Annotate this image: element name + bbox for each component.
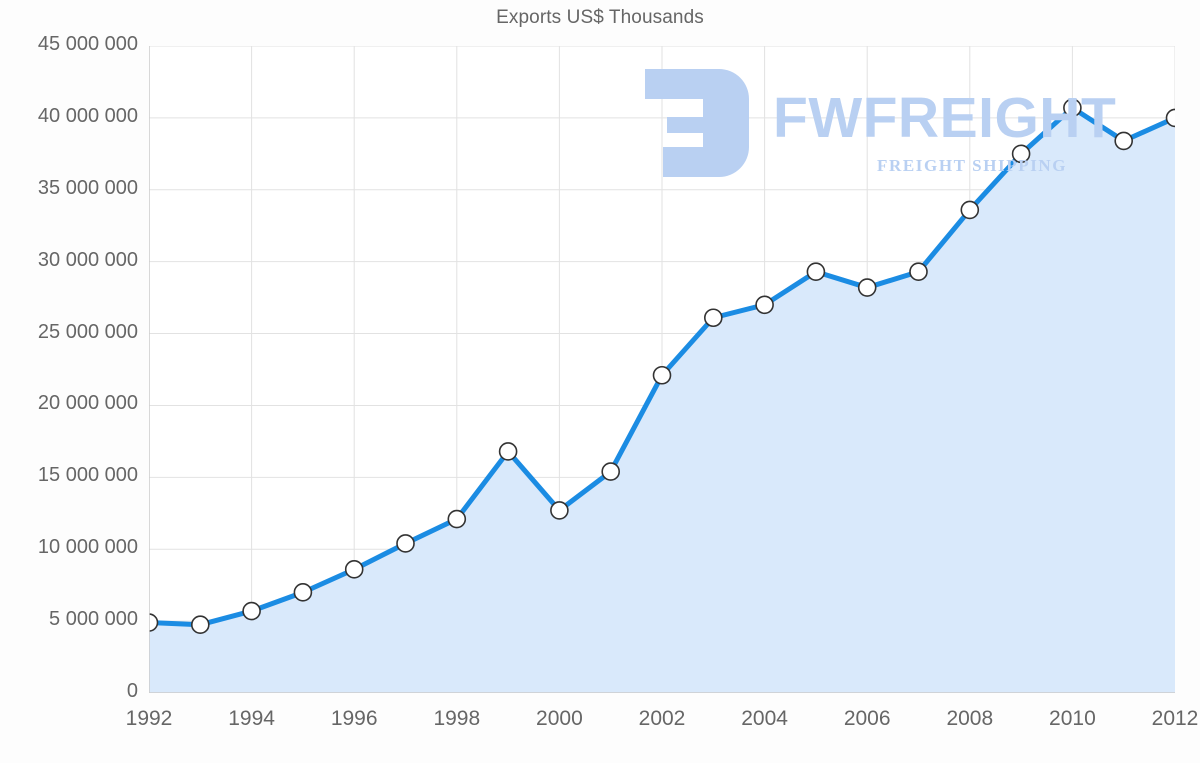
y-axis-tick-label: 15 000 000 — [37, 464, 138, 487]
data-point-marker[interactable] — [344, 560, 364, 579]
data-point-marker[interactable] — [1063, 98, 1082, 118]
data-point-marker[interactable] — [755, 295, 774, 315]
data-point-marker[interactable] — [1011, 144, 1031, 164]
x-axis-tick-label: 2000 — [536, 707, 583, 730]
x-axis-tick-label: 2008 — [946, 707, 994, 730]
x-axis-tick-label: 1998 — [433, 707, 481, 730]
x-axis-tick-label: 1994 — [228, 707, 275, 730]
y-axis-tick-label: 35 000 000 — [37, 176, 138, 199]
data-point-marker[interactable] — [396, 534, 415, 553]
data-point-marker[interactable] — [703, 308, 723, 328]
y-axis-tick-label: 20 000 000 — [37, 392, 138, 415]
y-axis-tick-label: 40 000 000 — [37, 104, 138, 127]
data-point-marker[interactable] — [498, 442, 518, 461]
y-axis-tick-label: 5 000 000 — [49, 608, 138, 631]
data-point-marker[interactable] — [909, 262, 928, 282]
x-axis-tick-label: 1992 — [125, 707, 173, 730]
data-point-marker[interactable] — [293, 583, 313, 602]
data-point-marker[interactable] — [857, 278, 877, 297]
y-axis-tick-label: 10 000 000 — [37, 536, 138, 559]
plot-area — [149, 46, 1175, 693]
y-axis-tick-label: 30 000 000 — [37, 248, 138, 271]
data-point-marker[interactable] — [806, 262, 826, 282]
x-axis-tick-label: 2012 — [1151, 707, 1199, 730]
x-axis-tick-label: 2010 — [1049, 707, 1096, 730]
data-point-marker[interactable] — [149, 613, 159, 632]
data-point-marker[interactable] — [190, 615, 210, 635]
y-axis-tick-label: 45 000 000 — [37, 33, 138, 55]
data-point-marker[interactable] — [242, 601, 261, 621]
x-axis-tick-label: 2002 — [638, 707, 686, 730]
chart-title: Exports US$ Thousands — [496, 7, 704, 28]
data-point-marker[interactable] — [1165, 108, 1176, 128]
series-markers — [149, 98, 1176, 635]
x-axis-tick-label: 2004 — [741, 707, 788, 730]
x-axis-tick-label: 2006 — [843, 707, 891, 730]
data-point-marker[interactable] — [652, 365, 672, 385]
chart-svg — [149, 46, 1175, 693]
data-point-marker[interactable] — [601, 462, 621, 481]
data-point-marker[interactable] — [1114, 131, 1134, 151]
y-axis-tick-label: 25 000 000 — [37, 320, 138, 343]
data-point-marker[interactable] — [960, 200, 980, 220]
x-axis-tick-label: 1996 — [330, 707, 378, 730]
data-point-marker[interactable] — [550, 501, 569, 520]
y-axis-tick-label: 0 — [126, 680, 138, 702]
data-point-marker[interactable] — [447, 509, 467, 529]
